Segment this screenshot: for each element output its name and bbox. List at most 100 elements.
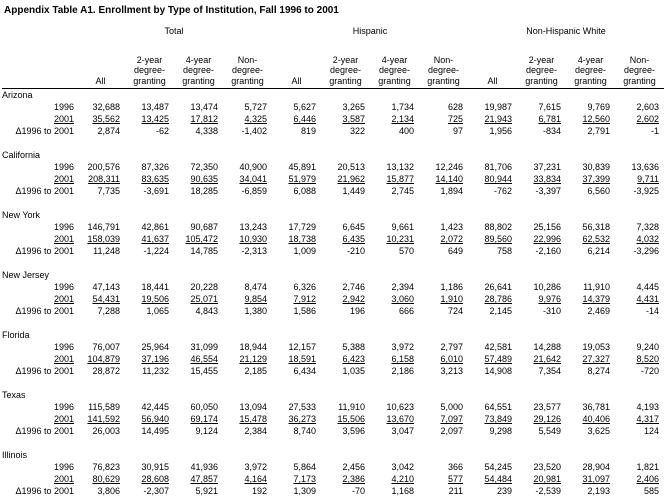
value-cell: 2,791 — [587, 126, 610, 136]
value-cell: 2,186 — [391, 366, 414, 376]
value-cell: 83,635 — [141, 174, 169, 184]
value-cell: 11,248 — [93, 246, 120, 256]
spacer-row — [2, 257, 664, 269]
value-cell: 4,325 — [244, 114, 267, 124]
value-cell: 90,687 — [190, 222, 218, 232]
value-cell: 3,972 — [391, 342, 414, 352]
value-cell: 14,908 — [484, 366, 512, 376]
enrollment-table: Total Hispanic Non-Hispanic White All 2-… — [2, 18, 664, 497]
spacer-row — [2, 377, 664, 389]
value-cell: 7,615 — [538, 102, 561, 112]
value-cell: 28,608 — [141, 474, 169, 484]
value-cell: 73,849 — [484, 414, 512, 424]
value-cell: 97 — [452, 126, 463, 136]
value-cell: 400 — [398, 126, 414, 136]
value-cell: 9,661 — [391, 222, 414, 232]
value-cell: 6,560 — [587, 186, 610, 196]
value-cell: 3,060 — [391, 294, 414, 304]
value-cell: 3,596 — [342, 426, 365, 436]
value-cell: 13,243 — [239, 222, 267, 232]
value-cell: 80,944 — [484, 174, 512, 184]
value-cell: 33,834 — [533, 174, 561, 184]
state-row: New Jersey — [2, 269, 664, 281]
value-cell: 21,943 — [484, 114, 512, 124]
column-header-hispanic-4year: 4-year degree- granting — [370, 38, 419, 89]
value-cell: 28,904 — [582, 462, 610, 472]
value-cell: 17,812 — [190, 114, 218, 124]
data-row: 2001 104,879 37,196 46,554 21,129 18,591 6,423… — [2, 353, 664, 365]
value-cell: 47,143 — [92, 282, 120, 292]
spacer-cell — [2, 437, 664, 449]
value-cell: 27,533 — [288, 402, 316, 412]
value-cell: 20,228 — [190, 282, 218, 292]
value-cell: 31,099 — [190, 342, 218, 352]
row-label: Δ1996 to 2001 — [15, 126, 74, 136]
value-cell: 9,240 — [636, 342, 659, 352]
value-cell: 2,942 — [342, 294, 365, 304]
value-cell: 13,670 — [386, 414, 414, 424]
row-label: Δ1996 to 2001 — [15, 306, 74, 316]
value-cell: 14,785 — [190, 246, 218, 256]
row-label: 2001 — [53, 414, 74, 424]
value-cell: 18,285 — [190, 186, 218, 196]
value-cell: 200,576 — [87, 162, 120, 172]
value-cell: 28,786 — [484, 294, 512, 304]
value-cell: 1,009 — [293, 246, 316, 256]
value-cell: 12,246 — [435, 162, 463, 172]
state-name: California — [2, 150, 41, 160]
value-cell: 1,186 — [440, 282, 463, 292]
value-cell: 6,434 — [293, 366, 316, 376]
value-cell: 37,231 — [533, 162, 561, 172]
value-cell: -2,313 — [241, 246, 267, 256]
value-cell: 2,406 — [636, 474, 659, 484]
state-name: Florida — [2, 330, 30, 340]
value-cell: 87,326 — [141, 162, 169, 172]
value-cell: 4,843 — [195, 306, 218, 316]
value-cell: 14,379 — [582, 294, 610, 304]
value-cell: -1,402 — [241, 126, 267, 136]
table-body: Arizona 1996 32,688 13,487 13,474 5,727 5,627 3… — [2, 89, 664, 497]
value-cell: 4,445 — [636, 282, 659, 292]
data-row: Δ1996 to 2001 3,806 -2,307 5,921 192 1,309 -70… — [2, 485, 664, 497]
value-cell: 3,047 — [391, 426, 414, 436]
data-row: 1996 115,589 42,445 60,050 13,094 27,533 11,91… — [2, 401, 664, 413]
value-cell: 37,196 — [141, 354, 169, 364]
value-cell: 10,623 — [386, 402, 414, 412]
row-label: 1996 — [53, 342, 74, 352]
value-cell: 628 — [447, 102, 463, 112]
row-label: 2001 — [53, 114, 74, 124]
column-header-row: All 2-year degree- granting 4-year degre… — [2, 38, 664, 89]
value-cell: 1,821 — [636, 462, 659, 472]
value-cell: 4,338 — [195, 126, 218, 136]
value-cell: 141,592 — [87, 414, 120, 424]
value-cell: 10,286 — [533, 282, 561, 292]
column-header-total-2year: 2-year degree- granting — [125, 38, 174, 89]
value-cell: 20,513 — [337, 162, 365, 172]
value-cell: 14,140 — [435, 174, 463, 184]
value-cell: 27,327 — [582, 354, 610, 364]
value-cell: -1 — [650, 126, 659, 136]
value-cell: 1,309 — [293, 486, 316, 496]
value-cell: 54,245 — [484, 462, 512, 472]
value-cell: 11,910 — [583, 282, 610, 292]
value-cell: 2,746 — [342, 282, 365, 292]
value-cell: 1,956 — [489, 126, 512, 136]
value-cell: 72,350 — [190, 162, 218, 172]
value-cell: 104,879 — [87, 354, 120, 364]
value-cell: 15,506 — [337, 414, 365, 424]
corner-cell — [2, 18, 76, 38]
value-cell: 8,740 — [293, 426, 316, 436]
value-cell: -720 — [640, 366, 659, 376]
row-label: 2001 — [53, 474, 74, 484]
column-header-total-4year: 4-year degree- granting — [174, 38, 223, 89]
value-cell: 13,474 — [190, 102, 218, 112]
value-cell: 47,857 — [190, 474, 218, 484]
value-cell: 1,894 — [440, 186, 463, 196]
value-cell: 2,745 — [391, 186, 414, 196]
value-cell: 13,425 — [141, 114, 169, 124]
value-cell: 2,386 — [342, 474, 365, 484]
value-cell: 7,173 — [293, 474, 316, 484]
value-cell: 37,399 — [582, 174, 610, 184]
value-cell: 2,134 — [391, 114, 414, 124]
